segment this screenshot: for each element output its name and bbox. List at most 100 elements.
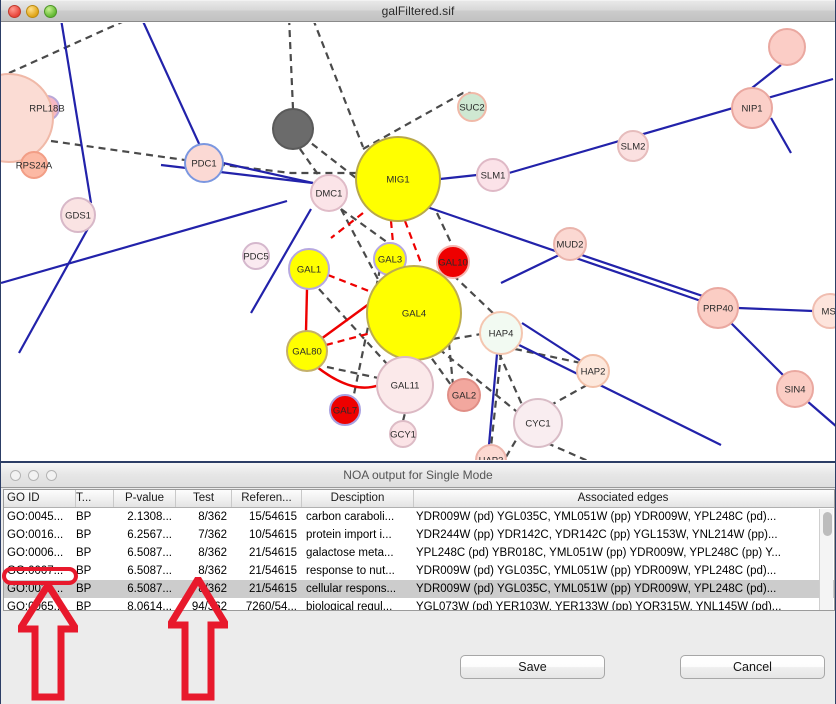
network-node-gal10[interactable] <box>436 245 470 279</box>
edge-pp <box>1 199 288 285</box>
column-header-description[interactable]: Desciption <box>302 490 414 507</box>
network-node-label: GAL11 <box>391 380 420 391</box>
network-node-gal11[interactable] <box>376 356 434 414</box>
edge-pp <box>521 322 582 362</box>
cell-test: 8/362 <box>198 511 227 523</box>
noa-window-controls <box>10 470 57 481</box>
network-node-gal2[interactable] <box>447 378 481 412</box>
noa-output-window: NOA output for Single Mode GO ID T... P-… <box>0 462 836 704</box>
edge-highlight <box>325 331 372 347</box>
cell-go-id: GO:0045... <box>7 511 64 523</box>
column-header-associated-edges[interactable]: Associated edges <box>577 492 669 504</box>
network-node-sin4[interactable] <box>776 370 814 408</box>
minimize-button[interactable] <box>26 5 39 18</box>
main-window-titlebar[interactable]: galFiltered.sif <box>1 0 835 22</box>
edge-highlight-solid <box>316 366 380 389</box>
edge-pd <box>550 384 588 406</box>
cancel-button[interactable]: Cancel <box>680 655 825 679</box>
network-node-label: GAL7 <box>333 405 357 416</box>
network-node-mig1[interactable] <box>355 136 441 222</box>
scrollbar-thumb[interactable] <box>823 512 832 536</box>
table-row[interactable]: GO:0006... BP 6.5087... 8/362 21/54615 galact… <box>4 544 834 562</box>
edge-pd <box>497 352 525 408</box>
network-node-suc2[interactable] <box>457 92 487 122</box>
network-node-mud2[interactable] <box>553 227 587 261</box>
network-node-prp40[interactable] <box>697 287 739 329</box>
table-row[interactable]: GO:0016... BP 6.2567... 7/362 10/54615 protei… <box>4 526 834 544</box>
network-node-dmc1[interactable] <box>310 174 348 212</box>
cell-reference: 21/54615 <box>249 547 297 559</box>
table-vertical-scrollbar[interactable] <box>819 509 833 610</box>
noa-minimize-button[interactable] <box>28 470 39 481</box>
table-row[interactable]: GO:0031... BP 6.5087... 8/362 21/54615 cellul… <box>4 580 834 598</box>
edge-highlight <box>389 220 395 244</box>
network-node-gcy1[interactable] <box>389 420 417 448</box>
cell-test: 8/362 <box>198 547 227 559</box>
noa-close-button[interactable] <box>10 470 21 481</box>
network-node-slm1[interactable] <box>476 158 510 192</box>
network-node-unlabeled[interactable] <box>1 73 54 163</box>
zoom-button[interactable] <box>44 5 57 18</box>
network-node-label: HAP2 <box>581 366 606 377</box>
network-node-pdc5[interactable] <box>242 242 270 270</box>
network-node-gal80[interactable] <box>286 330 328 372</box>
noa-window-titlebar[interactable]: NOA output for Single Mode <box>1 463 835 488</box>
edge-pp <box>730 322 784 376</box>
network-node-label: GAL4 <box>402 308 426 319</box>
network-node-unlabeled[interactable] <box>272 108 314 150</box>
close-button[interactable] <box>8 5 21 18</box>
noa-zoom-button[interactable] <box>46 470 57 481</box>
annotation-arrow-up-test <box>168 577 228 701</box>
table-row[interactable]: GO:0007... BP 6.5087... 8/362 21/54615 respon… <box>4 562 834 580</box>
save-button[interactable]: Save <box>460 655 605 679</box>
network-node-gds1[interactable] <box>60 197 96 233</box>
network-graph-svg[interactable]: RPL18B RPS24A GDS1 PDC1 PDC5 DMC1 MIG1 SUC2 SLM1… <box>1 23 835 460</box>
network-node-cyc1[interactable] <box>513 398 563 448</box>
go-results-table[interactable]: GO ID T... P-value Test Referen... Desci… <box>3 489 835 611</box>
column-header-type[interactable]: T... <box>76 490 114 507</box>
edge-pd <box>447 342 455 386</box>
column-header-p-value[interactable]: P-value <box>114 490 176 507</box>
network-node-rps24a[interactable] <box>20 151 48 179</box>
table-body[interactable]: GO:0045... BP 2.1308... 8/362 15/54615 carbon… <box>4 508 834 611</box>
cell-reference: 21/54615 <box>249 583 297 595</box>
column-header-test[interactable]: Test <box>176 490 232 507</box>
edge-highlight-solid <box>304 288 309 332</box>
network-node-gal1[interactable] <box>288 248 330 290</box>
cell-type: BP <box>76 601 92 611</box>
network-node-hap2[interactable] <box>576 354 610 388</box>
edge-layer-highlight-dashed <box>325 212 423 347</box>
cell-p-value: 6.5087... <box>127 583 172 595</box>
edge-pp <box>60 23 93 204</box>
column-header-reference[interactable]: Referen... <box>232 490 302 507</box>
network-node-pdc1[interactable] <box>184 143 224 183</box>
network-node-gal7[interactable] <box>329 394 361 426</box>
cytoscape-network-window: galFiltered.sif <box>0 0 836 462</box>
edge-highlight <box>327 273 380 297</box>
network-node-hap3[interactable] <box>475 444 507 460</box>
network-canvas[interactable]: RPL18B RPS24A GDS1 PDC1 PDC5 DMC1 MIG1 SUC2 SLM1… <box>1 23 835 460</box>
network-node-hap4[interactable] <box>479 311 523 355</box>
edge-pd <box>362 91 471 150</box>
edge-pd <box>424 348 452 386</box>
column-header-go-id[interactable]: GO ID <box>4 490 76 507</box>
cell-p-value: 6.5087... <box>127 565 172 577</box>
network-node-label: RPS24A <box>16 160 53 171</box>
edge-pd <box>8 23 123 75</box>
network-node-unlabeled[interactable] <box>768 28 806 66</box>
network-node-nip1[interactable] <box>731 87 773 129</box>
cell-description: carbon caraboli... <box>306 511 395 523</box>
network-node-slm2[interactable] <box>617 130 649 162</box>
network-node-label: GAL2 <box>452 390 476 401</box>
edge-pd <box>514 347 582 365</box>
edge-pp <box>806 400 835 427</box>
table-row[interactable]: GO:0045... BP 2.1308... 8/362 15/54615 carbon… <box>4 508 834 526</box>
node-layer[interactable] <box>1 28 835 460</box>
network-node-label: GAL10 <box>438 257 468 268</box>
network-node-label: GAL3 <box>378 254 402 265</box>
edge-highlight <box>330 212 364 239</box>
dialog-button-row: Save Cancel <box>1 655 836 685</box>
table-row[interactable]: GO:0065... BP 8.0614... 94/362 7260/54... bio… <box>4 598 834 611</box>
network-node-msi[interactable] <box>812 293 835 329</box>
